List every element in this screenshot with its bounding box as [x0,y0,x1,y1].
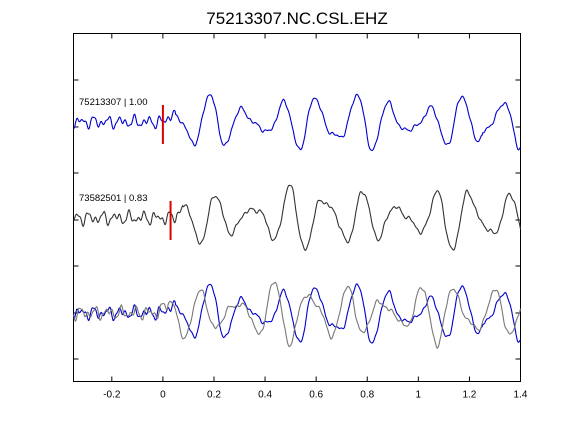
x-tick-label: 0.2 [207,390,221,401]
x-tick-label: 1.4 [514,390,528,401]
x-tick-label: 0 [160,390,166,401]
x-tick-label: 0.8 [360,390,374,401]
x-tick-label: 1 [416,390,422,401]
trace-middle-1 [73,184,522,252]
trace-label-middle: 73582501 | 0.83 [79,193,148,204]
trace-labels: 75213307 | 1.00 73582501 | 0.83 [79,97,148,204]
chart-title: 75213307.NC.CSL.EHZ [206,9,387,28]
trace-bottom-3 [72,281,522,349]
x-axis: -0.2 0 0.2 0.4 0.6 0.8 1 1.2 1.4 [103,33,528,401]
trace-label-top: 75213307 | 1.00 [79,97,148,108]
trace-top-0 [73,93,521,152]
trace-bottom-2 [73,283,521,344]
pick-markers [161,105,172,240]
x-tick-label: 1.2 [462,390,476,401]
x-tick-label: 0.4 [258,390,272,401]
x-tick-label: -0.2 [103,390,121,401]
traces [72,93,522,349]
plot-frame [73,33,521,382]
x-tick-label: 0.6 [309,390,323,401]
